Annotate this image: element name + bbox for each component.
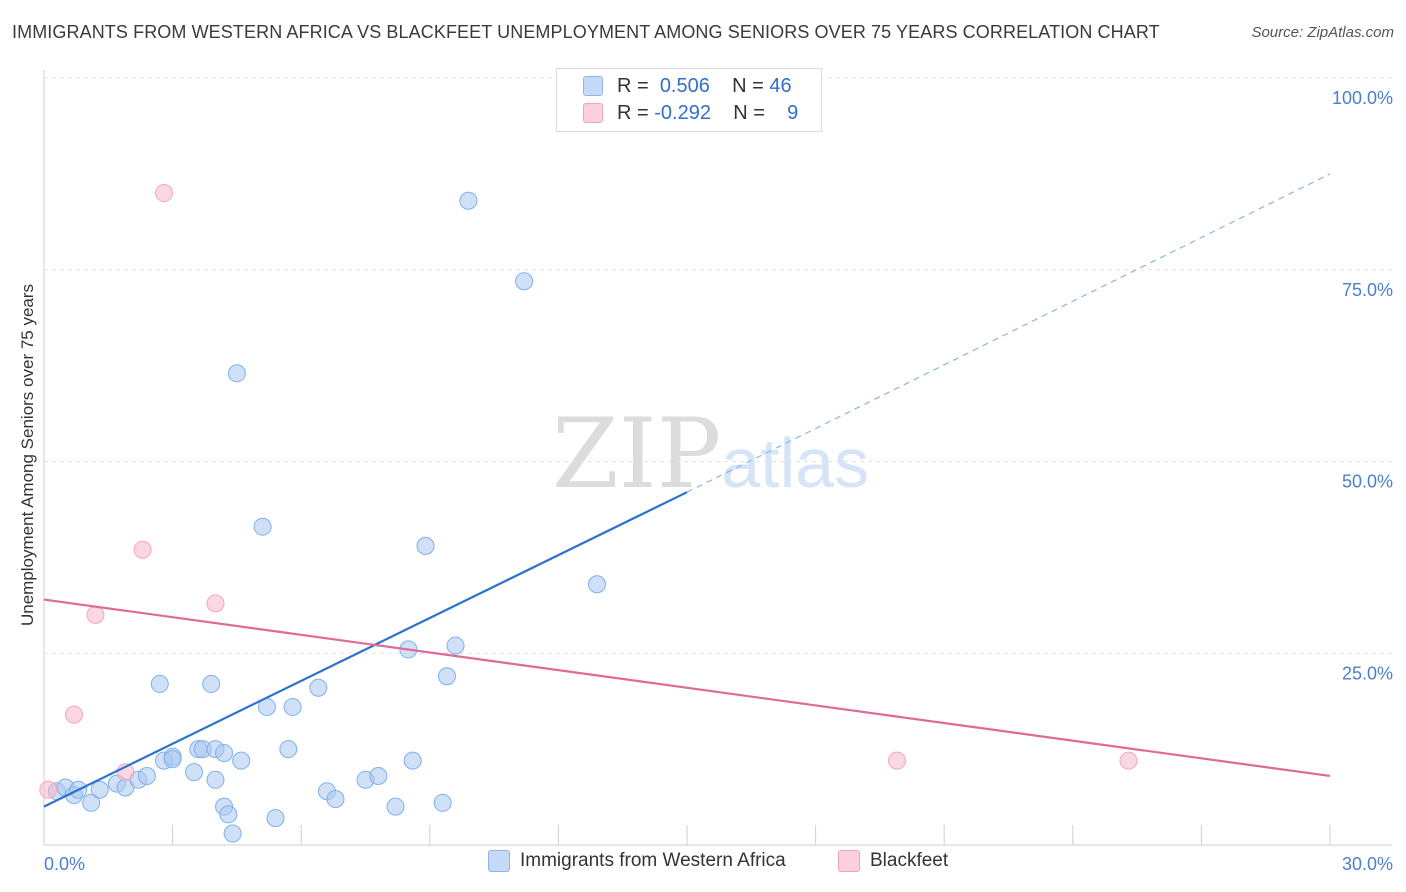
data-point-western-africa — [459, 191, 478, 210]
data-point-western-africa — [223, 824, 242, 843]
chart-title: IMMIGRANTS FROM WESTERN AFRICA VS BLACKF… — [12, 22, 1160, 42]
chart-source: Source: ZipAtlas.com — [1251, 24, 1394, 41]
data-point-western-africa — [446, 636, 465, 655]
data-point-western-africa — [279, 740, 298, 759]
data-point-western-africa — [90, 780, 109, 799]
data-point-western-africa — [163, 750, 182, 769]
legend-r-value: -0.292 — [654, 101, 711, 124]
data-point-blackfeet — [888, 751, 907, 770]
watermark-zip: ZIP — [552, 398, 722, 510]
bottom-legend-swatch-blackfeet — [838, 850, 860, 872]
trend-line-blackfeet — [43, 598, 1331, 778]
legend-r-value: 0.506 — [659, 74, 710, 97]
legend-r-label: R = — [617, 101, 649, 124]
data-point-western-africa — [206, 770, 225, 789]
x-tick-label: 0.0% — [44, 854, 85, 874]
data-point-western-africa — [437, 667, 456, 686]
data-point-western-africa — [137, 766, 156, 785]
legend-swatch-blackfeet — [583, 103, 603, 123]
bottom-legend-label: Immigrants from Western Africa — [520, 850, 786, 871]
data-point-western-africa — [150, 674, 169, 693]
data-point-western-africa — [82, 793, 101, 812]
legend-swatch-western-africa — [583, 76, 603, 96]
y-tick-label: 75.0% — [1342, 280, 1393, 300]
data-point-blackfeet — [206, 594, 225, 613]
data-point-blackfeet — [155, 184, 174, 203]
data-point-western-africa — [227, 364, 246, 383]
data-point-blackfeet — [65, 705, 84, 724]
data-point-western-africa — [369, 766, 388, 785]
data-point-western-africa — [587, 575, 606, 594]
data-point-blackfeet — [133, 540, 152, 559]
y-tick-label: 50.0% — [1342, 472, 1393, 492]
data-point-western-africa — [202, 674, 221, 693]
data-point-western-africa — [515, 272, 534, 291]
data-point-western-africa — [215, 743, 234, 762]
watermark-atlas: atlas — [721, 424, 870, 502]
data-point-western-africa — [266, 809, 285, 828]
bottom-legend-blackfeet: Blackfeet — [838, 850, 948, 872]
data-point-western-africa — [185, 763, 204, 782]
data-point-western-africa — [386, 797, 405, 816]
data-point-western-africa — [232, 751, 251, 770]
data-point-western-africa — [326, 789, 345, 808]
legend-n-value: 46 — [769, 74, 792, 97]
y-tick-label: 25.0% — [1342, 663, 1393, 683]
correlation-legend: R = 0.506 N = 46 R = -0.292 N = 9 — [556, 68, 822, 132]
data-point-blackfeet — [1119, 751, 1138, 770]
trend-line-extension-western-africa — [686, 173, 1331, 493]
data-point-blackfeet — [86, 605, 105, 624]
data-point-western-africa — [403, 751, 422, 770]
bottom-legend-western-africa: Immigrants from Western Africa — [488, 850, 786, 872]
legend-n-label: N = — [732, 74, 764, 97]
legend-row-blackfeet: R = -0.292 N = 9 — [583, 100, 798, 126]
data-point-western-africa — [433, 793, 452, 812]
legend-row-western-africa: R = 0.506 N = 46 — [583, 73, 792, 99]
bottom-legend-swatch-western-africa — [488, 850, 510, 872]
data-point-western-africa — [416, 536, 435, 555]
legend-r-label: R = — [617, 74, 649, 97]
legend-n-label: N = — [733, 101, 765, 124]
trend-line-western-africa — [43, 491, 688, 808]
zipatlas-watermark: ZIPatlas — [552, 398, 869, 510]
data-point-western-africa — [283, 697, 302, 716]
data-point-western-africa — [219, 805, 238, 824]
y-axis-label: Unemployment Among Seniors over 75 years — [18, 283, 37, 627]
x-tick-label: 30.0% — [1342, 854, 1393, 874]
data-point-blackfeet — [39, 780, 58, 799]
y-tick-label: 100.0% — [1332, 88, 1393, 108]
bottom-legend-label: Blackfeet — [870, 850, 949, 871]
legend-n-value: 9 — [787, 101, 799, 124]
data-point-western-africa — [309, 678, 328, 697]
data-point-western-africa — [253, 517, 272, 536]
